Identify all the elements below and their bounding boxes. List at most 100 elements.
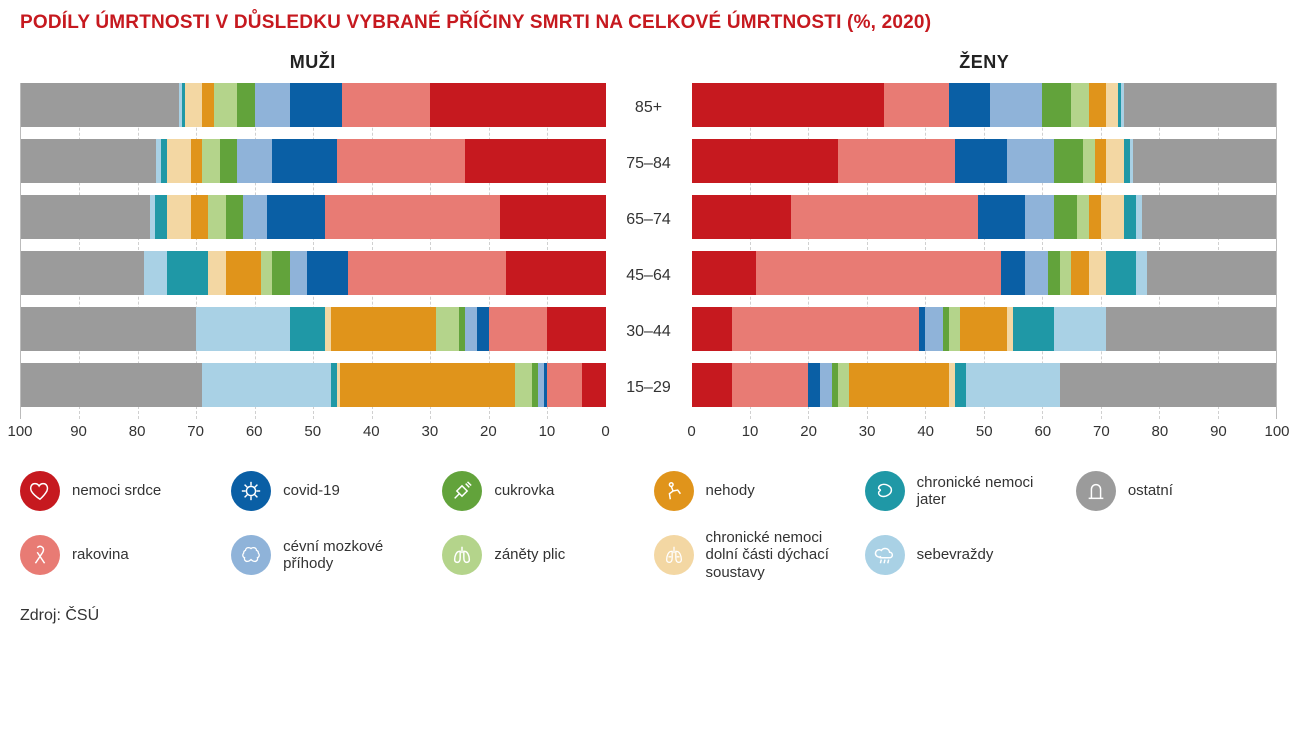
legend-item-cukrovka: cukrovka bbox=[442, 471, 643, 511]
axis-tick: 80 bbox=[129, 423, 146, 440]
age-label: 85+ bbox=[606, 86, 692, 130]
panel-women: ŽENY 0102030405060708090100 bbox=[692, 52, 1278, 449]
bar-segment-cukrovka bbox=[226, 195, 244, 239]
bar-segment-ostatni bbox=[21, 83, 179, 127]
bar-segment-nemoci_srdce bbox=[692, 363, 733, 407]
axis-tick: 30 bbox=[422, 423, 439, 440]
axis-tick: 60 bbox=[1034, 423, 1051, 440]
bar-segment-nehody bbox=[226, 251, 261, 295]
bar-segment-nemoci_srdce bbox=[547, 307, 605, 351]
bar-segment-ostatni bbox=[1142, 195, 1276, 239]
bar-segment-zanety_plic bbox=[838, 363, 850, 407]
bar-segment-chron_dychaci bbox=[1106, 83, 1118, 127]
bar-segment-nemoci_srdce bbox=[430, 83, 605, 127]
bar-segment-sebevrazdy bbox=[144, 251, 167, 295]
bar-segment-nehody bbox=[1071, 251, 1089, 295]
bar-segment-cevni_mozkove bbox=[925, 307, 943, 351]
bar-segment-rakovina bbox=[732, 363, 808, 407]
bar-segment-chron_dychaci bbox=[167, 195, 190, 239]
bar-segment-zanety_plic bbox=[1060, 251, 1072, 295]
bar-segment-rakovina bbox=[337, 139, 466, 183]
legend-item-zanety_plic: záněty plic bbox=[442, 535, 643, 575]
bar-row bbox=[692, 83, 1277, 127]
bar-segment-nehody bbox=[1089, 195, 1101, 239]
bar-segment-rakovina bbox=[342, 83, 430, 127]
bar-segment-chron_dychaci bbox=[167, 139, 190, 183]
bar-segment-zanety_plic bbox=[1083, 139, 1095, 183]
bar-segment-nemoci_srdce bbox=[692, 251, 756, 295]
liver-icon bbox=[865, 471, 905, 511]
bar-segment-nehody bbox=[191, 195, 209, 239]
bar-segment-nehody bbox=[340, 363, 515, 407]
bar-segment-cevni_mozkove bbox=[255, 83, 290, 127]
bar-row bbox=[21, 363, 606, 407]
bar-segment-nemoci_srdce bbox=[692, 83, 885, 127]
bar-segment-rakovina bbox=[732, 307, 919, 351]
panel-men: MUŽI 0102030405060708090100 bbox=[20, 52, 606, 449]
bar-segment-nehody bbox=[1089, 83, 1107, 127]
bar-segment-covid19 bbox=[267, 195, 325, 239]
legend-label: chronické nemoci jater bbox=[917, 474, 1066, 509]
bar-segment-ostatni bbox=[21, 307, 196, 351]
bar-segment-covid19 bbox=[978, 195, 1025, 239]
bar-segment-chron_dychaci bbox=[208, 251, 226, 295]
axis-tick: 0 bbox=[601, 423, 609, 440]
bar-segment-sebevrazdy bbox=[1054, 307, 1107, 351]
bar-segment-zanety_plic bbox=[208, 195, 226, 239]
bar-segment-zanety_plic bbox=[1077, 195, 1089, 239]
bar-segment-cevni_mozkove bbox=[1025, 251, 1048, 295]
bar-segment-zanety_plic bbox=[214, 83, 237, 127]
bar-segment-ostatni bbox=[1106, 307, 1276, 351]
bar-row bbox=[21, 307, 606, 351]
bar-segment-sebevrazdy bbox=[966, 363, 1060, 407]
virus-icon bbox=[231, 471, 271, 511]
bar-row bbox=[21, 195, 606, 239]
bar-segment-cevni_mozkove bbox=[243, 195, 266, 239]
bar-row bbox=[692, 195, 1277, 239]
legend-item-chron_dychaci: chronické nemoci dolní části dýchací sou… bbox=[654, 529, 855, 581]
bar-segment-nemoci_srdce bbox=[506, 251, 605, 295]
axis-tick: 90 bbox=[1210, 423, 1227, 440]
age-label: 15–29 bbox=[606, 366, 692, 410]
axis-tick: 40 bbox=[917, 423, 934, 440]
bar-segment-cevni_mozkove bbox=[1025, 195, 1054, 239]
lungs-icon bbox=[442, 535, 482, 575]
legend: nemoci srdcecovid-19cukrovkanehodychroni… bbox=[20, 471, 1277, 581]
cloud-icon bbox=[865, 535, 905, 575]
bar-segment-ostatni bbox=[21, 195, 150, 239]
bar-segment-chron_jater bbox=[167, 251, 208, 295]
bar-segment-cukrovka bbox=[272, 251, 290, 295]
bar-segment-sebevrazdy bbox=[1136, 251, 1148, 295]
bar-segment-ostatni bbox=[21, 251, 144, 295]
bar-segment-cevni_mozkove bbox=[237, 139, 272, 183]
bar-segment-covid19 bbox=[477, 307, 489, 351]
bar-segment-covid19 bbox=[949, 83, 990, 127]
bar-segment-chron_dychaci bbox=[1089, 251, 1107, 295]
chart-title: PODÍLY ÚMRTNOSTI V DŮSLEDKU VYBRANÉ PŘÍČ… bbox=[20, 12, 1277, 34]
bar-segment-zanety_plic bbox=[1071, 83, 1089, 127]
bar-segment-zanety_plic bbox=[436, 307, 459, 351]
bar-segment-nehody bbox=[1095, 139, 1107, 183]
bar-row bbox=[692, 363, 1277, 407]
bar-segment-cukrovka bbox=[237, 83, 255, 127]
bar-segment-covid19 bbox=[955, 139, 1008, 183]
legend-label: sebevraždy bbox=[917, 546, 994, 563]
bar-segment-chron_dychaci bbox=[1101, 195, 1124, 239]
bar-row bbox=[21, 139, 606, 183]
axis-tick: 90 bbox=[70, 423, 87, 440]
source-text: Zdroj: ČSÚ bbox=[20, 607, 1277, 625]
bar-segment-cevni_mozkove bbox=[990, 83, 1043, 127]
legend-label: záněty plic bbox=[494, 546, 565, 563]
bar-segment-nemoci_srdce bbox=[692, 195, 791, 239]
bar-segment-zanety_plic bbox=[515, 363, 533, 407]
legend-label: ostatní bbox=[1128, 482, 1173, 499]
legend-item-rakovina: rakovina bbox=[20, 535, 221, 575]
legend-item-sebevrazdy: sebevraždy bbox=[865, 535, 1066, 575]
bar-segment-chron_jater bbox=[290, 307, 325, 351]
axis-tick: 0 bbox=[687, 423, 695, 440]
bar-segment-nehody bbox=[960, 307, 1007, 351]
bar-segment-ostatni bbox=[21, 363, 202, 407]
age-axis: 85+75–8465–7445–6430–4415–29 bbox=[606, 52, 692, 449]
fall-icon bbox=[654, 471, 694, 511]
bar-segment-covid19 bbox=[307, 251, 348, 295]
